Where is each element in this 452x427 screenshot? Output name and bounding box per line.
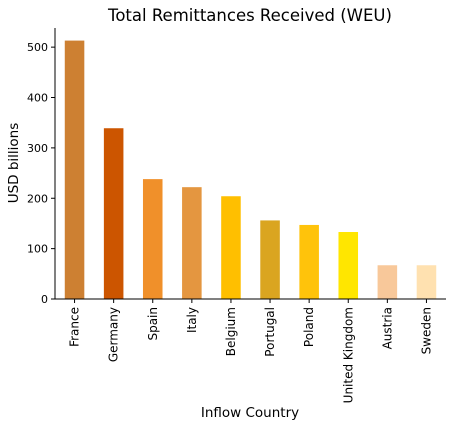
y-tick-label: 300 [27, 142, 48, 155]
x-tick-label: France [68, 307, 82, 347]
y-tick-label: 100 [27, 243, 48, 256]
x-axis-label: Inflow Country [201, 405, 299, 421]
x-tick-label: Poland [302, 307, 316, 347]
x-tick-label: Belgium [224, 307, 238, 356]
chart-title: Total Remittances Received (WEU) [107, 6, 392, 25]
bar-italy [182, 187, 202, 299]
bar-belgium [221, 196, 241, 299]
y-tick-label: 400 [27, 92, 48, 105]
x-tick-label: Sweden [419, 307, 433, 354]
x-tick-label: Portugal [263, 307, 277, 357]
plot-area: 0 100 200 300 400 500 France Germany Spain Italy B… [27, 28, 446, 403]
x-tick-label: Spain [146, 307, 160, 341]
bar-poland [299, 224, 319, 299]
y-axis-label: USD billions [6, 123, 22, 204]
bar-france [64, 40, 85, 300]
bar-spain [142, 179, 163, 299]
bar-sweden [416, 265, 437, 299]
bar-portugal [260, 220, 280, 299]
y-tick-label: 500 [27, 41, 48, 54]
x-tick-label: Austria [380, 307, 394, 349]
x-tick-label: Italy [185, 307, 199, 333]
x-tick-label: Germany [107, 307, 121, 362]
bar-germany [103, 128, 124, 299]
bar-united-kingdom [338, 232, 359, 299]
x-tick-label: United Kingdom [341, 307, 355, 403]
bar-austria [377, 265, 398, 299]
y-tick-label: 200 [27, 192, 48, 205]
y-tick-label: 0 [41, 293, 48, 306]
